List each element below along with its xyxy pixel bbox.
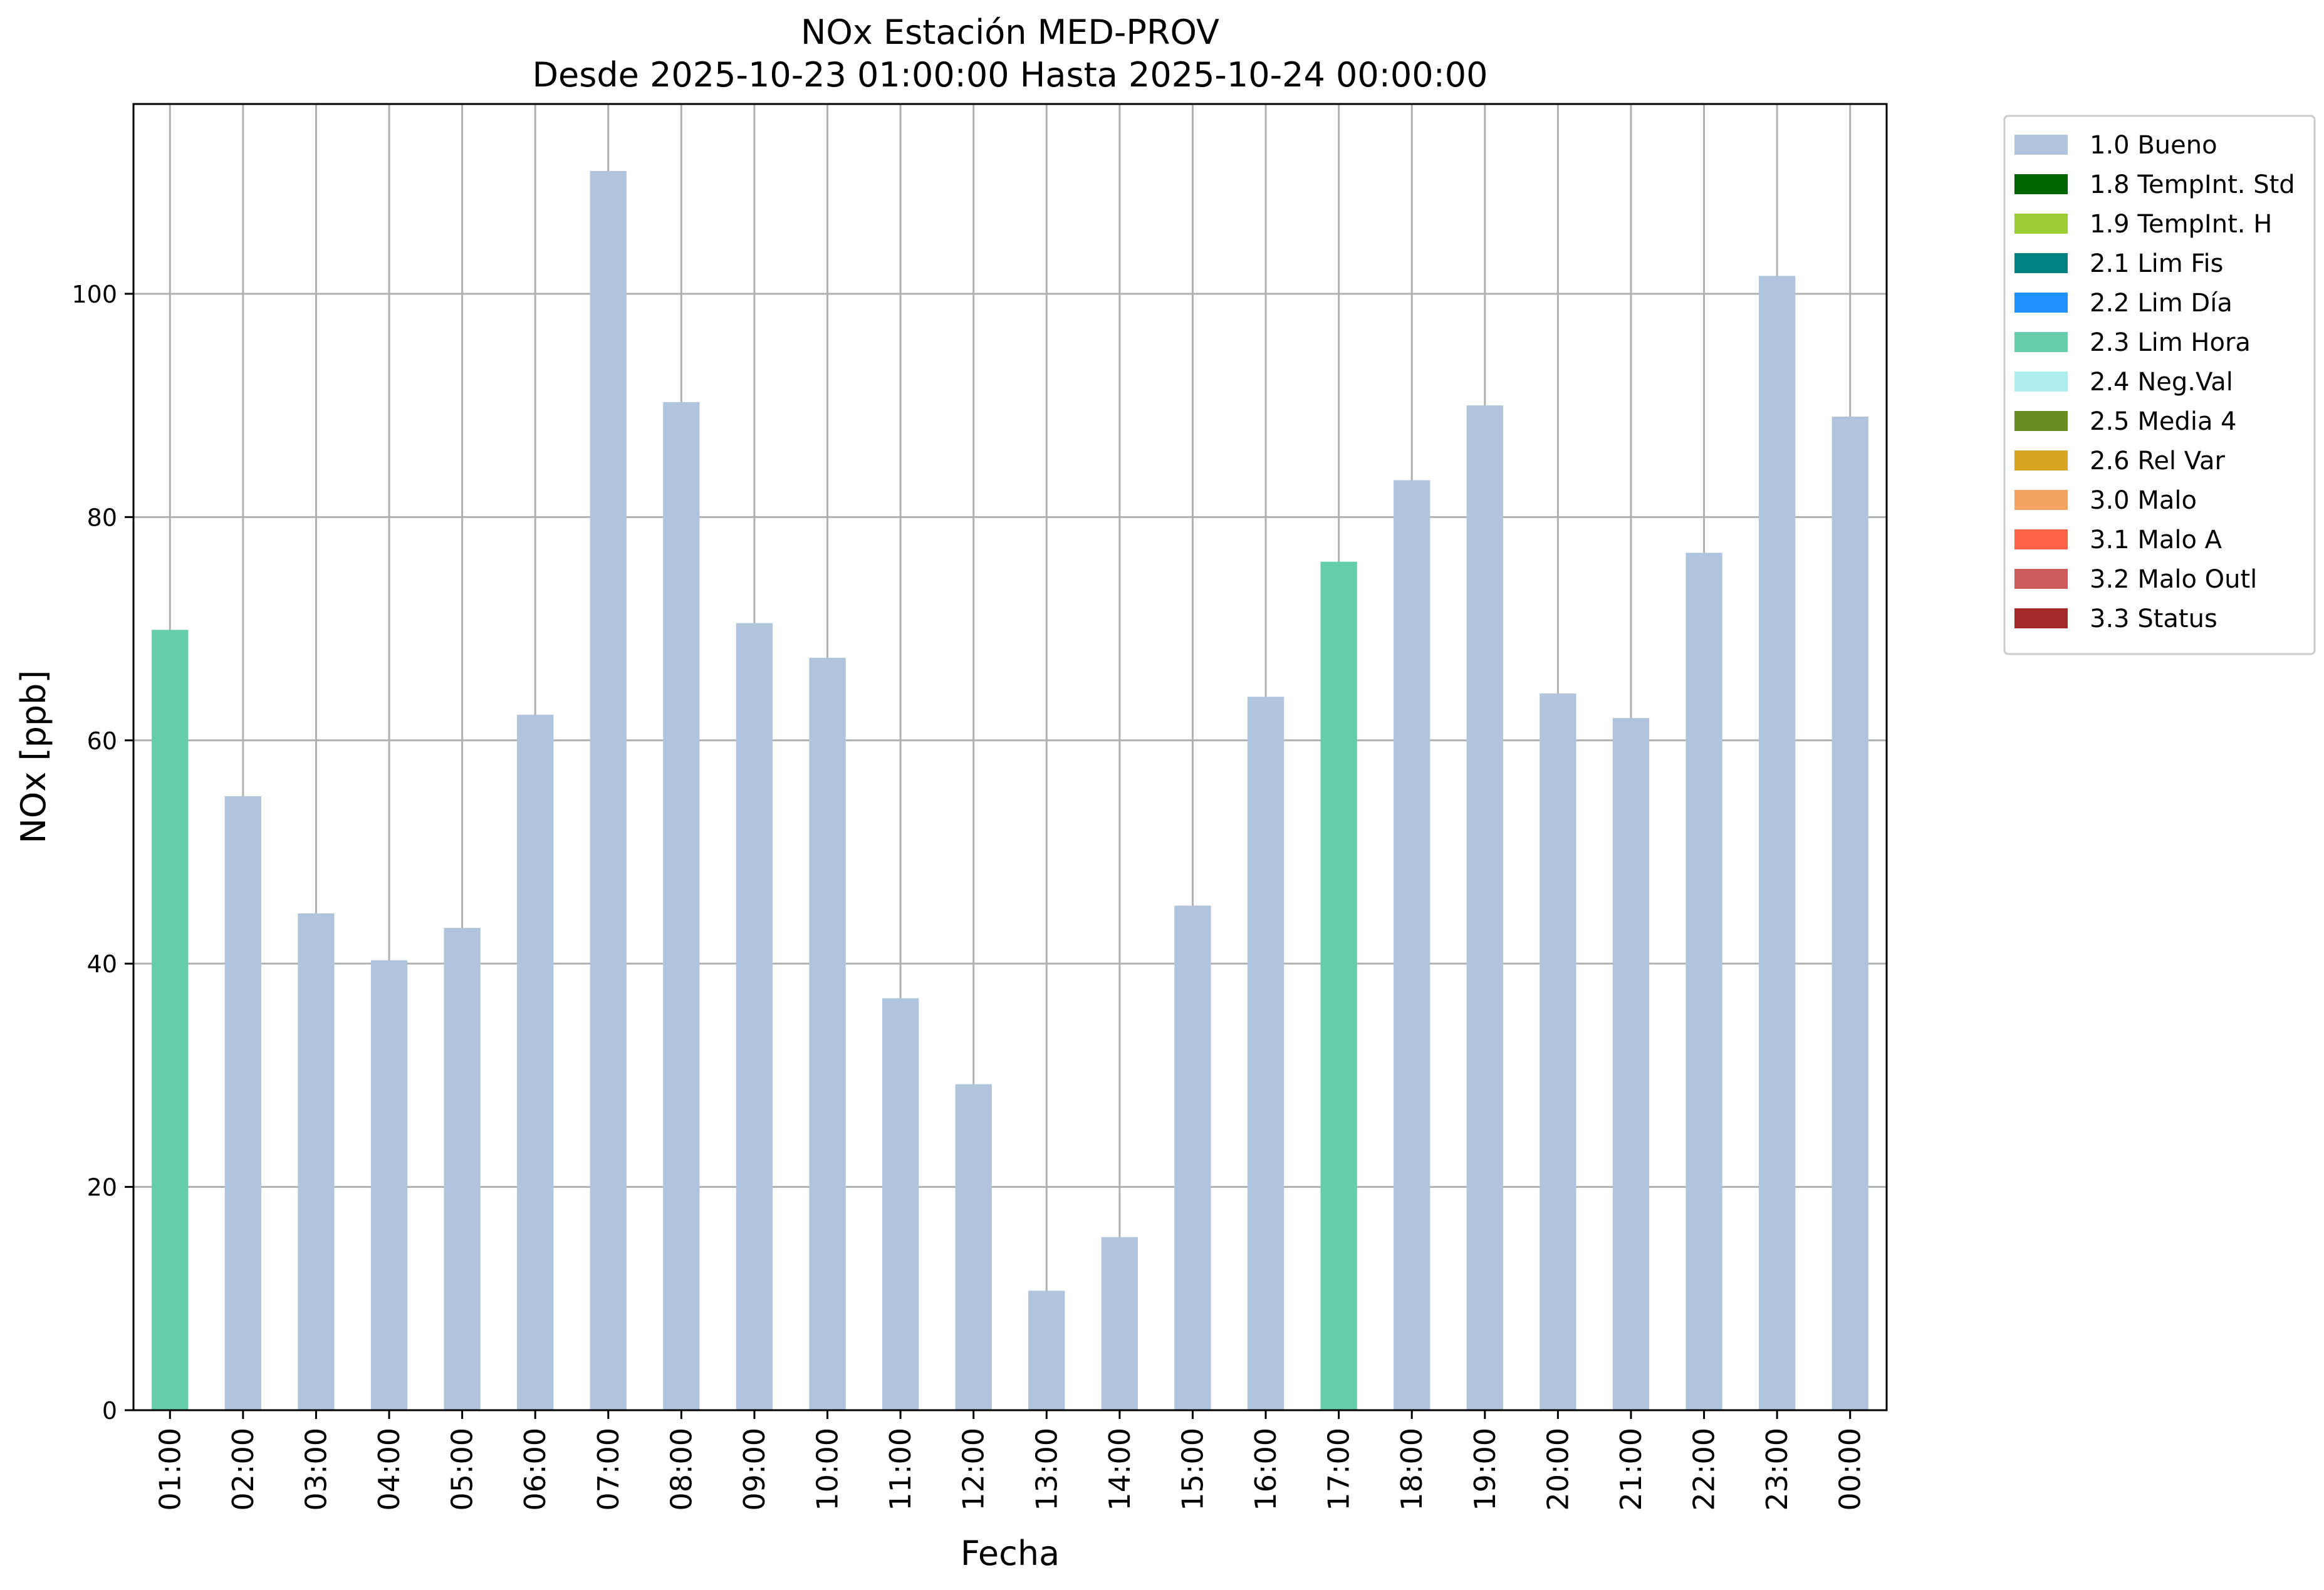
x-tick-label: 20:00 bbox=[1541, 1428, 1575, 1511]
x-tick-label: 00:00 bbox=[1833, 1428, 1867, 1511]
x-tick-label: 04:00 bbox=[372, 1428, 406, 1511]
legend-label: 2.5 Media 4 bbox=[2090, 407, 2237, 436]
bar bbox=[1686, 553, 1722, 1410]
x-tick-label: 05:00 bbox=[446, 1428, 479, 1511]
x-tick-label: 16:00 bbox=[1249, 1428, 1283, 1511]
x-tick-label: 23:00 bbox=[1760, 1428, 1794, 1511]
x-tick-label: 12:00 bbox=[957, 1428, 991, 1511]
x-tick-label: 17:00 bbox=[1322, 1428, 1356, 1511]
legend-swatch bbox=[2014, 450, 2068, 470]
bar bbox=[370, 960, 408, 1410]
bar bbox=[1466, 405, 1503, 1411]
bar bbox=[809, 657, 846, 1410]
legend-label: 2.1 Lim Fis bbox=[2090, 249, 2223, 278]
plot-frame bbox=[132, 103, 1888, 1411]
y-tick-label: 0 bbox=[102, 1397, 117, 1425]
x-tick-label: 03:00 bbox=[299, 1428, 333, 1511]
x-tick-label: 19:00 bbox=[1468, 1428, 1502, 1511]
legend-label: 2.2 Lim Día bbox=[2090, 289, 2233, 318]
legend-label: 3.3 Status bbox=[2090, 605, 2217, 633]
y-tick-label: 40 bbox=[87, 950, 117, 978]
bar bbox=[590, 170, 627, 1410]
bar bbox=[517, 714, 554, 1410]
legend-label: 1.8 TempInt. Std bbox=[2090, 170, 2295, 199]
legend-label: 3.0 Malo bbox=[2090, 486, 2197, 515]
legend-label: 2.6 Rel Var bbox=[2090, 447, 2226, 475]
legend-swatch bbox=[2014, 174, 2068, 194]
bar bbox=[298, 913, 335, 1410]
axes: 0 20 40 60 80 100 01:00 02:00 03:00 04:00 05:00 06:… bbox=[71, 281, 1867, 1511]
bar bbox=[152, 630, 189, 1410]
legend-swatch bbox=[2014, 529, 2068, 549]
chart-title: NOx Estación MED-PROV bbox=[801, 13, 1219, 52]
bar bbox=[1320, 561, 1357, 1410]
legend-swatch bbox=[2014, 411, 2068, 431]
bar bbox=[955, 1084, 992, 1410]
bars bbox=[152, 170, 1868, 1411]
bar bbox=[1758, 276, 1796, 1410]
legend-swatch bbox=[2014, 608, 2068, 628]
legend-swatch bbox=[2014, 332, 2068, 352]
x-tick-label: 02:00 bbox=[226, 1428, 260, 1511]
bar bbox=[1612, 718, 1650, 1410]
x-tick-label: 18:00 bbox=[1395, 1428, 1429, 1511]
x-tick-label: 13:00 bbox=[1029, 1428, 1063, 1511]
legend-swatch bbox=[2014, 569, 2068, 589]
x-tick-label: 06:00 bbox=[518, 1428, 552, 1511]
bar bbox=[1101, 1237, 1139, 1410]
bar bbox=[1832, 416, 1868, 1410]
bar bbox=[224, 796, 262, 1410]
bar bbox=[1247, 697, 1284, 1410]
legend-swatch bbox=[2014, 372, 2068, 392]
bar bbox=[1540, 693, 1576, 1410]
legend-label: 1.9 TempInt. H bbox=[2090, 210, 2272, 239]
y-tick-label: 80 bbox=[87, 504, 117, 531]
legend: 1.0 Bueno 1.8 TempInt. Std 1.9 TempInt. H 2… bbox=[2003, 115, 2316, 655]
bar bbox=[882, 998, 919, 1410]
bar bbox=[1174, 905, 1211, 1410]
x-tick-label: 07:00 bbox=[591, 1428, 625, 1511]
x-tick-label: 08:00 bbox=[664, 1428, 698, 1511]
x-tick-label: 01:00 bbox=[153, 1428, 187, 1511]
legend-label: 3.2 Malo Outl bbox=[2090, 565, 2257, 594]
x-tick-label: 21:00 bbox=[1614, 1428, 1648, 1511]
x-tick-label: 22:00 bbox=[1687, 1428, 1721, 1511]
legend-label: 2.3 Lim Hora bbox=[2090, 328, 2251, 357]
legend-swatch bbox=[2014, 293, 2068, 313]
legend-label: 3.1 Malo A bbox=[2090, 526, 2222, 554]
bar bbox=[663, 402, 700, 1411]
legend-swatch bbox=[2014, 490, 2068, 510]
bar bbox=[1028, 1291, 1065, 1410]
x-tick-label: 15:00 bbox=[1175, 1428, 1209, 1511]
legend-label: 1.0 Bueno bbox=[2090, 131, 2217, 160]
x-tick-label: 09:00 bbox=[737, 1428, 771, 1511]
bar bbox=[1394, 480, 1430, 1410]
x-tick-label: 14:00 bbox=[1103, 1428, 1137, 1511]
y-tick-label: 20 bbox=[87, 1174, 117, 1202]
y-tick-label: 60 bbox=[87, 727, 117, 755]
y-axis-label: NOx [ppb] bbox=[14, 670, 53, 844]
legend-swatch bbox=[2014, 253, 2068, 273]
legend-frame bbox=[2003, 115, 2316, 655]
x-axis-label: Fecha bbox=[961, 1534, 1060, 1573]
legend-label: 2.4 Neg.Val bbox=[2090, 368, 2233, 397]
legend-swatch bbox=[2014, 214, 2068, 234]
x-tick-label: 10:00 bbox=[811, 1428, 845, 1511]
y-tick-label: 100 bbox=[71, 281, 117, 308]
x-tick-label: 11:00 bbox=[883, 1428, 917, 1511]
bar bbox=[444, 928, 481, 1410]
legend-swatch bbox=[2014, 135, 2068, 155]
chart-subtitle: Desde 2025-10-23 01:00:00 Hasta 2025-10-… bbox=[532, 55, 1488, 95]
bar bbox=[736, 623, 773, 1411]
